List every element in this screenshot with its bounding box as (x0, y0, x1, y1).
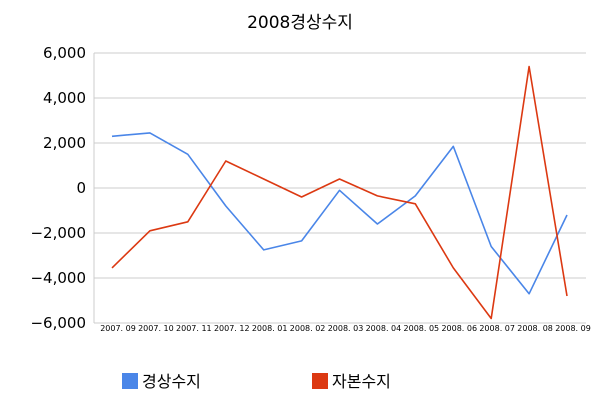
y-tick-label: 6,000 (43, 44, 86, 62)
x-tick-label: 2008. 01 (252, 324, 288, 333)
x-axis-ticks: 2007. 09 2007. 10 2007. 11 2007. 12 2008. 01… (100, 324, 591, 333)
legend: 경상수지 자본수지 (122, 372, 391, 391)
y-tick-label: 4,000 (43, 89, 86, 107)
y-tick-label: −2,000 (30, 224, 86, 242)
x-tick-label: 2007. 11 (176, 324, 212, 333)
y-tick-label: −6,000 (30, 314, 86, 332)
series-line-1 (111, 132, 568, 295)
legend-swatch (312, 373, 328, 389)
legend-label: 자본수지 (332, 372, 391, 391)
legend-swatch (122, 373, 138, 389)
x-tick-label: 2008. 05 (404, 324, 440, 333)
x-tick-label: 2007. 09 (100, 324, 136, 333)
x-tick-label: 2008. 09 (555, 324, 591, 333)
x-tick-label: 2008. 06 (441, 324, 477, 333)
grid-lines (93, 52, 586, 324)
legend-label: 경상수지 (142, 372, 201, 391)
y-tick-label: −4,000 (30, 269, 86, 287)
y-tick-label: 0 (76, 179, 86, 197)
x-tick-label: 2007. 10 (138, 324, 174, 333)
y-axis-ticks: 6,000 4,000 2,000 0 −2,000 −4,000 −6,000 (30, 44, 86, 332)
x-tick-label: 2008. 02 (290, 324, 326, 333)
series-line-2 (111, 65, 568, 320)
x-tick-label: 2008. 04 (366, 324, 402, 333)
x-tick-label: 2008. 03 (328, 324, 364, 333)
y-tick-label: 2,000 (43, 134, 86, 152)
x-tick-label: 2008. 07 (479, 324, 515, 333)
chart-title: 2008경상수지 (247, 13, 353, 33)
x-tick-label: 2008. 08 (517, 324, 553, 333)
series-lines (111, 65, 568, 320)
x-tick-label: 2007. 12 (214, 324, 250, 333)
